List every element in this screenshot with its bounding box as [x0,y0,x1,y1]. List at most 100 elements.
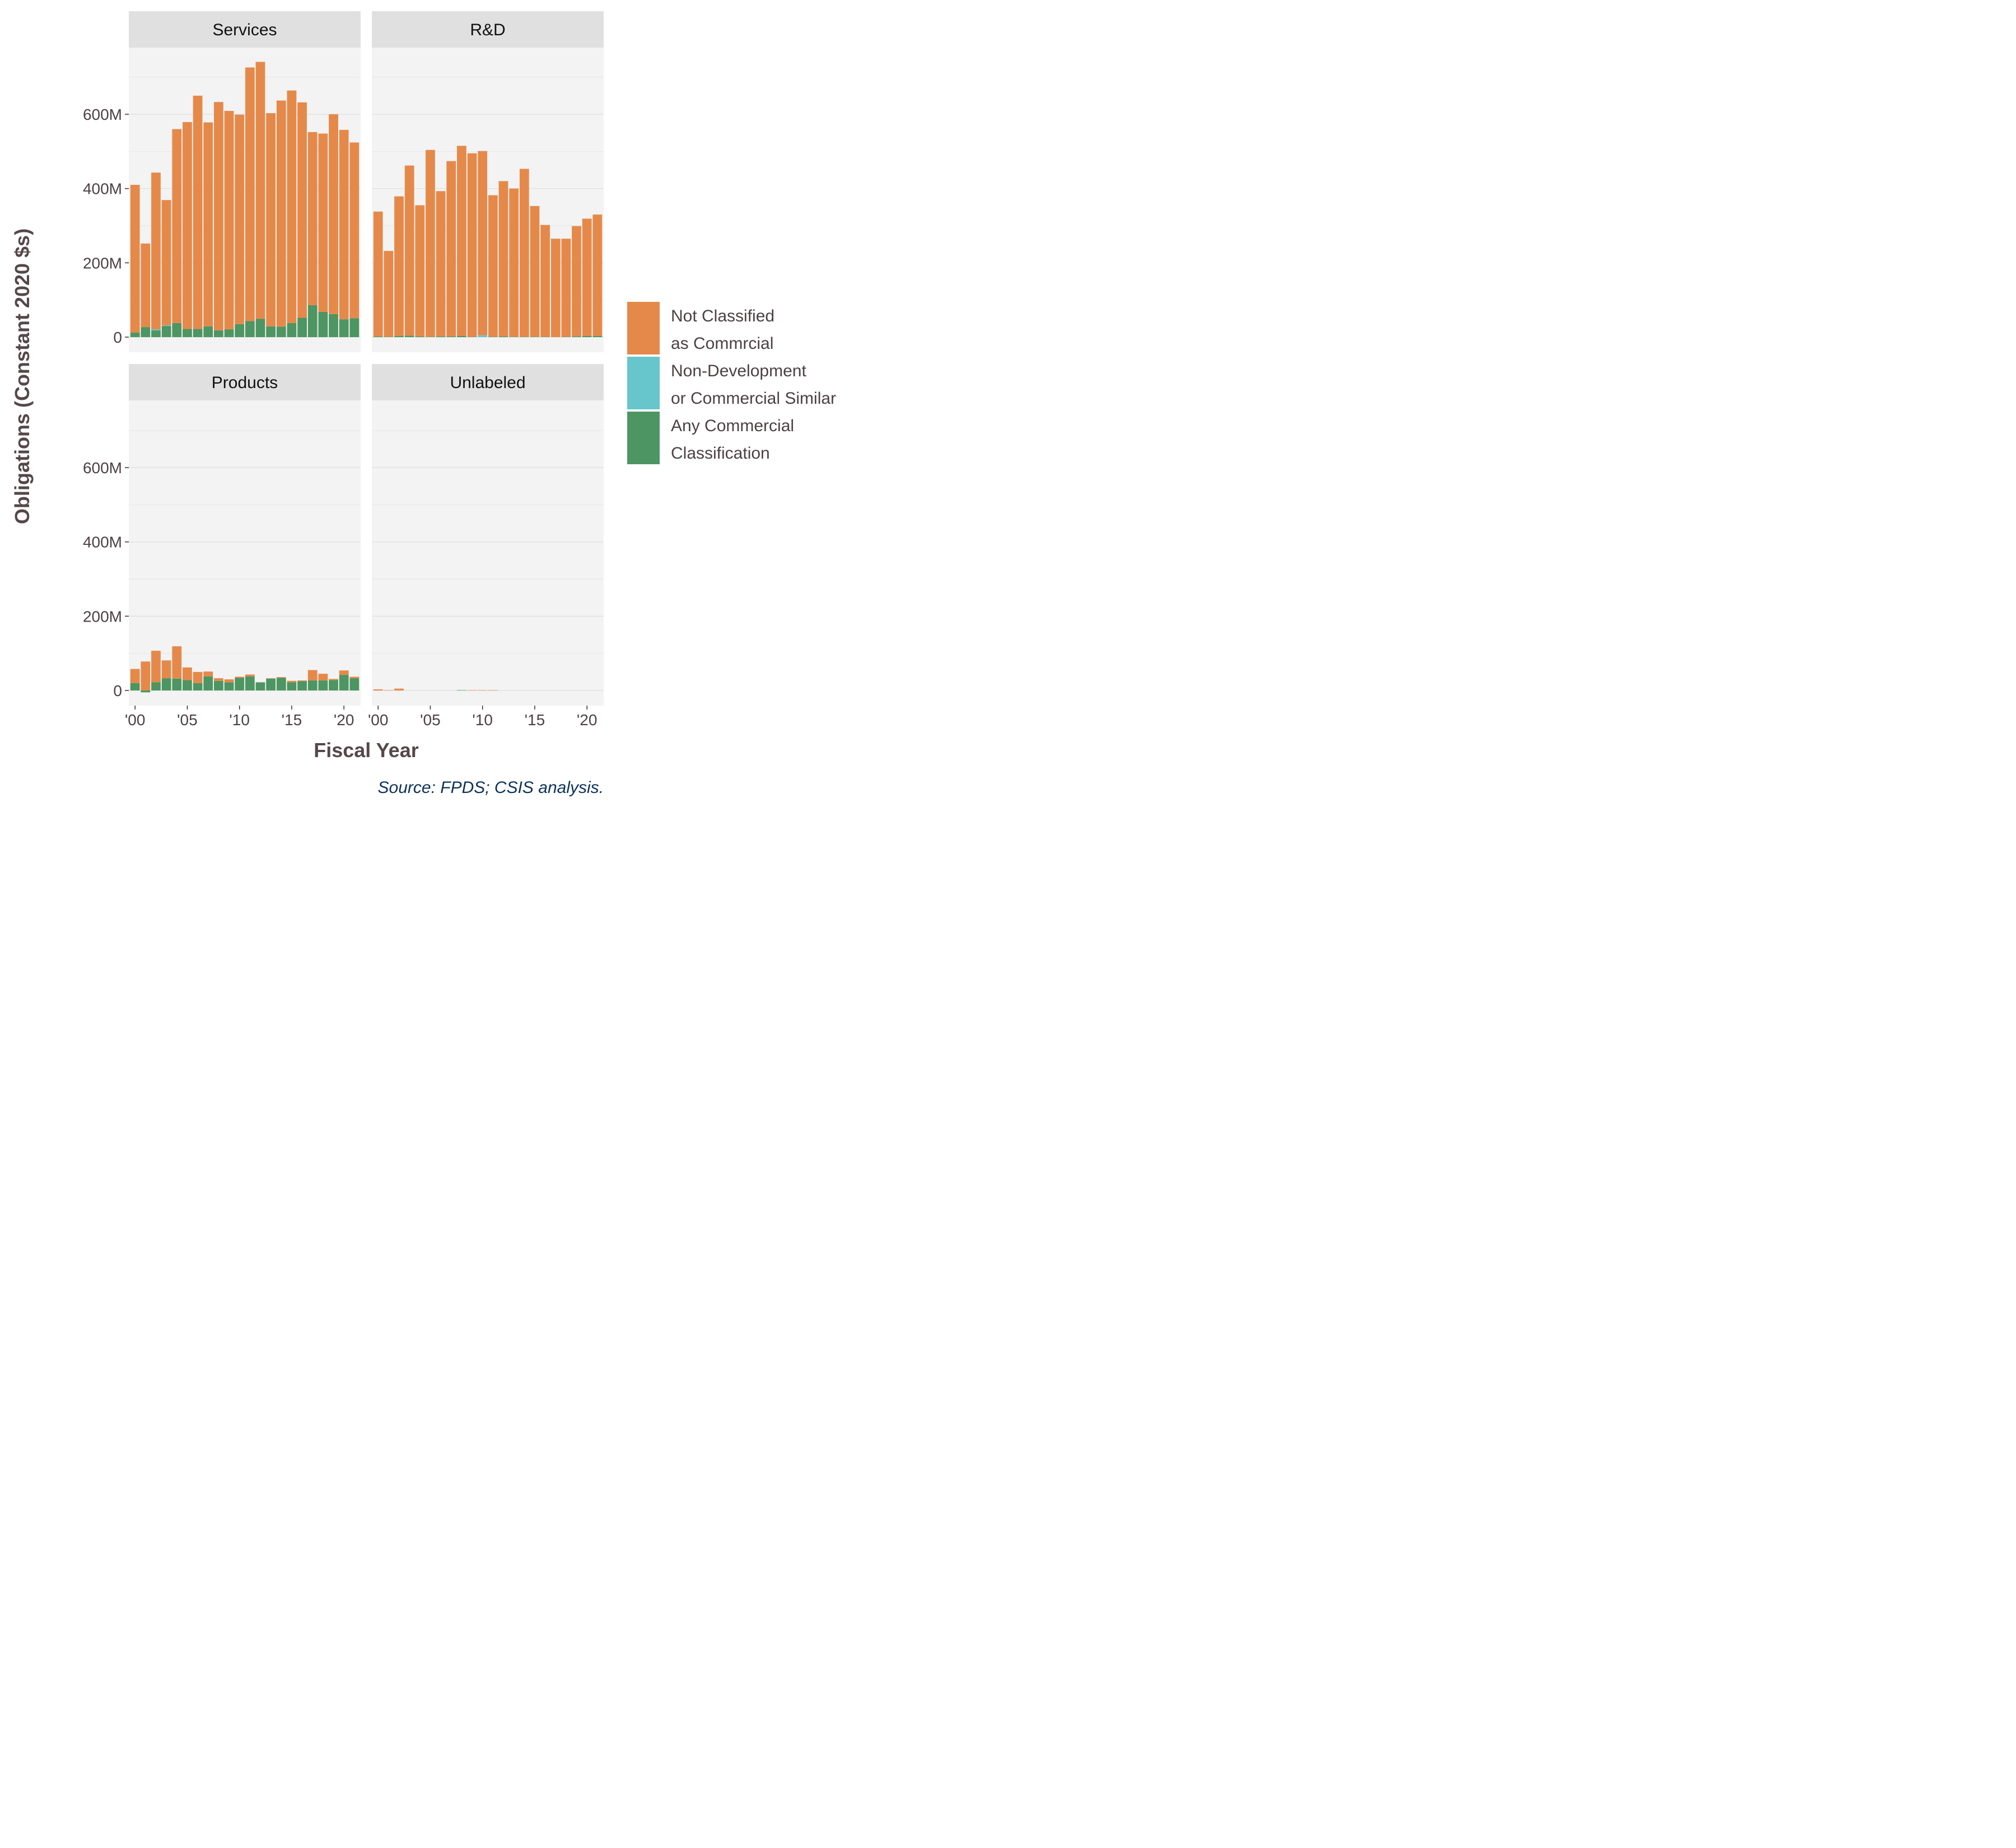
bar-products-2010-any-commercial [235,678,245,690]
bar-rnd-2020-not-classified [582,218,592,337]
bar-products-2002-any-commercial [151,682,161,690]
bar-rnd-2014-not-classified [519,169,529,337]
bar-rnd-2011-not-classified [488,195,498,337]
bar-services-2007-any-commercial [203,326,213,337]
bar-products-2021-not-classified [349,676,360,679]
bar-services-2016-any-commercial [297,318,307,337]
bar-products-2003-not-classified [161,660,171,679]
y-tick-label: 600M [83,106,122,123]
bar-services-2002-non-dev [151,329,161,331]
bar-products-2017-any-commercial [307,680,318,690]
legend-label: Not Classified [671,307,774,325]
bar-services-2020-any-commercial [339,319,349,337]
bar-services-2006-any-commercial [193,329,203,337]
x-tick-label: '15 [282,711,302,729]
x-tick-label: '00 [368,711,389,729]
bar-rnd-2005-not-classified [426,150,435,337]
legend-label: Non-Development [671,362,806,380]
bar-services-2004-any-commercial [172,323,182,337]
bar-products-2004-any-commercial [172,678,182,690]
y-tick-label: 0 [113,682,122,699]
bar-services-2000-any-commercial [130,333,140,337]
strip-label-unlabeled: Unlabeled [450,374,525,392]
bar-rnd-2001-not-classified [384,251,394,337]
legend-label: Classification [671,444,770,463]
bar-services-2017-not-classified [307,132,318,305]
bar-services-2010-not-classified [235,114,245,324]
bar-rnd-2009-not-classified [467,153,477,337]
bar-products-2020-any-commercial [339,675,349,690]
y-tick-label: 200M [83,254,122,272]
bar-services-2015-not-classified [287,90,297,323]
bar-products-2000-any-commercial [130,683,140,690]
strip-label-products: Products [212,374,278,392]
x-tick-label: '05 [420,711,441,729]
bar-products-2004-not-classified [172,646,182,679]
bar-services-2019-not-classified [329,114,338,314]
bar-services-2004-not-classified [172,129,182,323]
bar-services-2012-any-commercial [255,319,265,337]
legend: Not Classified as Commrcial Non-Developmen… [626,301,836,465]
bar-services-2003-not-classified [161,200,171,325]
bar-services-2005-any-commercial [183,329,192,337]
bar-services-2011-any-commercial [245,321,255,337]
bar-services-2002-any-commercial [151,330,161,337]
bar-products-2001-any-commercial [141,690,151,693]
y-tick-label: 400M [83,534,122,551]
bar-services-2008-not-classified [213,102,223,331]
x-tick-label: '10 [472,711,493,729]
bar-products-2013-not-classified [266,678,276,679]
bar-rnd-2000-not-classified [373,211,383,337]
bar-rnd-2002-any-commercial [394,336,404,337]
bar-services-2011-not-classified [245,67,255,321]
strip-services [129,11,361,48]
bar-products-2010-not-classified [235,676,245,678]
bar-services-2017-any-commercial [307,305,318,337]
strip-label-rnd: R&D [470,21,505,39]
x-tick-label: '00 [125,711,146,729]
bar-products-2016-any-commercial [297,681,307,690]
bar-products-2015-any-commercial [287,682,297,690]
x-tick-label: '20 [334,711,354,729]
y-tick-label: 200M [83,608,122,625]
bar-services-2008-any-commercial [213,330,223,337]
bar-rnd-2015-not-classified [530,206,540,337]
bar-products-2006-any-commercial [193,683,203,690]
bar-services-2001-not-classified [141,243,151,328]
bar-services-2010-any-commercial [235,324,245,337]
bar-rnd-2021-any-commercial [592,336,603,337]
bar-products-2013-any-commercial [266,678,276,690]
bar-services-2014-not-classified [276,100,286,327]
bar-services-2009-not-classified [224,111,234,330]
x-axis: '00 '05 '10 '15 '20 '00 '05 '10 '15 '20 [125,706,597,729]
bar-services-2003-non-dev [161,325,171,326]
bar-products-2017-not-classified [307,670,318,681]
x-axis-title: Fiscal Year [314,739,419,762]
x-tick-label: '05 [177,711,198,729]
x-tick-label: '15 [525,711,545,729]
bar-rnd-2020-any-commercial [582,336,592,337]
bar-rnd-2003-any-commercial [404,335,414,337]
strip-products [129,364,361,400]
panel-products-bg [129,400,361,706]
bar-rnd-2008-any-commercial [456,336,466,337]
bar-services-2002-not-classified [151,172,161,330]
strip-label-services: Services [212,21,277,39]
bar-products-2008-any-commercial [213,680,223,690]
bar-products-2009-any-commercial [224,682,234,690]
bar-services-2014-any-commercial [276,326,286,337]
legend-label: or Commercial Similar [671,389,836,408]
bar-rnd-2004-not-classified [415,205,425,337]
bar-products-2019-any-commercial [329,680,338,690]
bar-services-2009-any-commercial [224,329,234,337]
x-tick-label: '20 [577,711,598,729]
bar-services-2003-any-commercial [161,326,171,337]
bar-services-2006-not-classified [193,95,203,329]
legend-label: Any Commercial [671,417,794,435]
legend-key-non-dev [626,356,661,410]
bar-products-2001-not-classified [141,661,151,690]
bar-products-2014-any-commercial [276,678,286,690]
bar-services-2000-not-classified [130,185,140,333]
bar-services-2021-any-commercial [349,318,360,337]
y-axis: 0 200M 400M 600M 0 200M 400M 600M [83,106,129,699]
